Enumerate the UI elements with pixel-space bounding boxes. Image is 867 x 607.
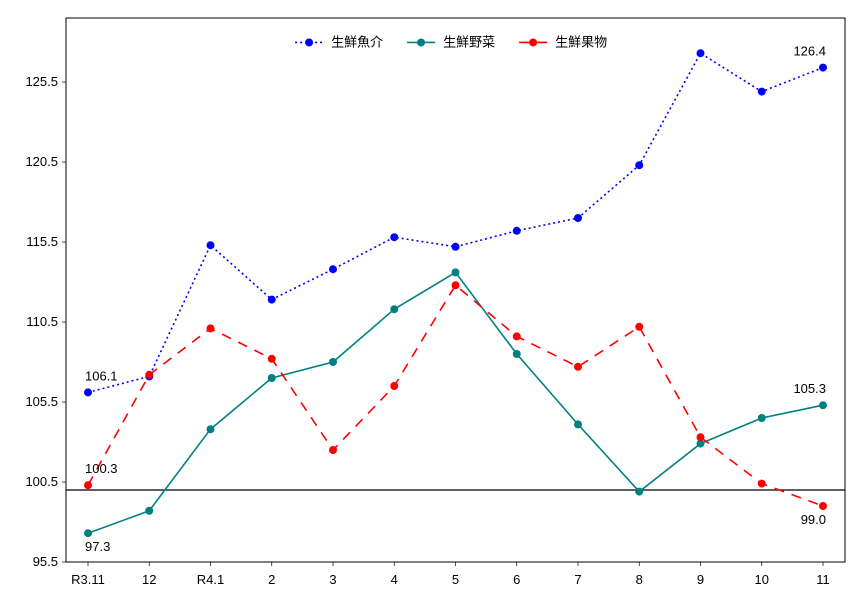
legend-label: 生鮮魚介 (331, 34, 383, 49)
x-tick-label: R3.11 (71, 572, 105, 587)
series-marker (329, 358, 337, 366)
series-marker (390, 233, 398, 241)
series-marker (697, 433, 705, 441)
series-marker (574, 363, 582, 371)
chart-container: 95.5 100.5 105.5 110.5 115.5 120.5 125.5 R3.11 1… (0, 0, 867, 607)
data-label: 100.3 (85, 461, 118, 476)
series-marker (268, 374, 276, 382)
legend-label: 生鮮野菜 (443, 34, 495, 49)
series-marker (452, 268, 460, 276)
series-marker (758, 88, 766, 96)
series-marker (329, 446, 337, 454)
x-tick-label: 11 (816, 572, 830, 587)
data-label: 126.4 (793, 44, 826, 59)
y-tick-label: 110.5 (26, 314, 58, 329)
y-tick-label: 95.5 (33, 554, 58, 569)
series-marker (574, 214, 582, 222)
series-marker (697, 49, 705, 57)
data-label: 106.1 (85, 368, 118, 383)
series-marker (819, 502, 827, 510)
line-chart: 95.5 100.5 105.5 110.5 115.5 120.5 125.5 R3.11 1… (0, 0, 867, 607)
y-tick-label: 120.5 (25, 154, 58, 169)
series-marker (635, 488, 643, 496)
series-marker (758, 414, 766, 422)
y-tick-label: 105.5 (25, 394, 58, 409)
legend-label: 生鮮果物 (555, 34, 607, 49)
series-marker (452, 281, 460, 289)
series-marker (268, 296, 276, 304)
y-tick-label: 115.5 (26, 234, 58, 249)
series-marker (390, 305, 398, 313)
series-marker (513, 227, 521, 235)
series-marker (145, 371, 153, 379)
series-marker (574, 420, 582, 428)
series-marker (635, 323, 643, 331)
x-tick-label: 3 (329, 572, 336, 587)
series-marker (207, 241, 215, 249)
x-tick-label: 2 (268, 572, 275, 587)
y-tick-label: 100.5 (25, 474, 58, 489)
series-marker (84, 529, 92, 537)
series-marker (819, 401, 827, 409)
x-tick-label: 5 (452, 572, 459, 587)
x-tick-label: 8 (636, 572, 643, 587)
x-tick-label: 6 (513, 572, 520, 587)
series-marker (207, 324, 215, 332)
data-label: 105.3 (793, 381, 826, 396)
x-tick-label: 12 (142, 572, 156, 587)
data-label: 97.3 (85, 539, 110, 554)
series-marker (635, 161, 643, 169)
x-tick-label: 7 (574, 572, 581, 587)
series-marker (84, 481, 92, 489)
x-tick-label: R4.1 (197, 572, 224, 587)
series-marker (452, 243, 460, 251)
series-marker (84, 388, 92, 396)
series-marker (145, 507, 153, 515)
x-tick-label: 4 (391, 572, 398, 587)
x-tick-label: 10 (755, 572, 769, 587)
data-label: 99.0 (801, 512, 826, 527)
series-marker (390, 382, 398, 390)
series-marker (207, 425, 215, 433)
x-tick-label: 9 (697, 572, 704, 587)
series-marker (513, 350, 521, 358)
series-marker (268, 355, 276, 363)
series-marker (329, 265, 337, 273)
series-marker (819, 64, 827, 72)
series-marker (758, 480, 766, 488)
y-tick-label: 125.5 (25, 74, 58, 89)
series-marker (513, 332, 521, 340)
